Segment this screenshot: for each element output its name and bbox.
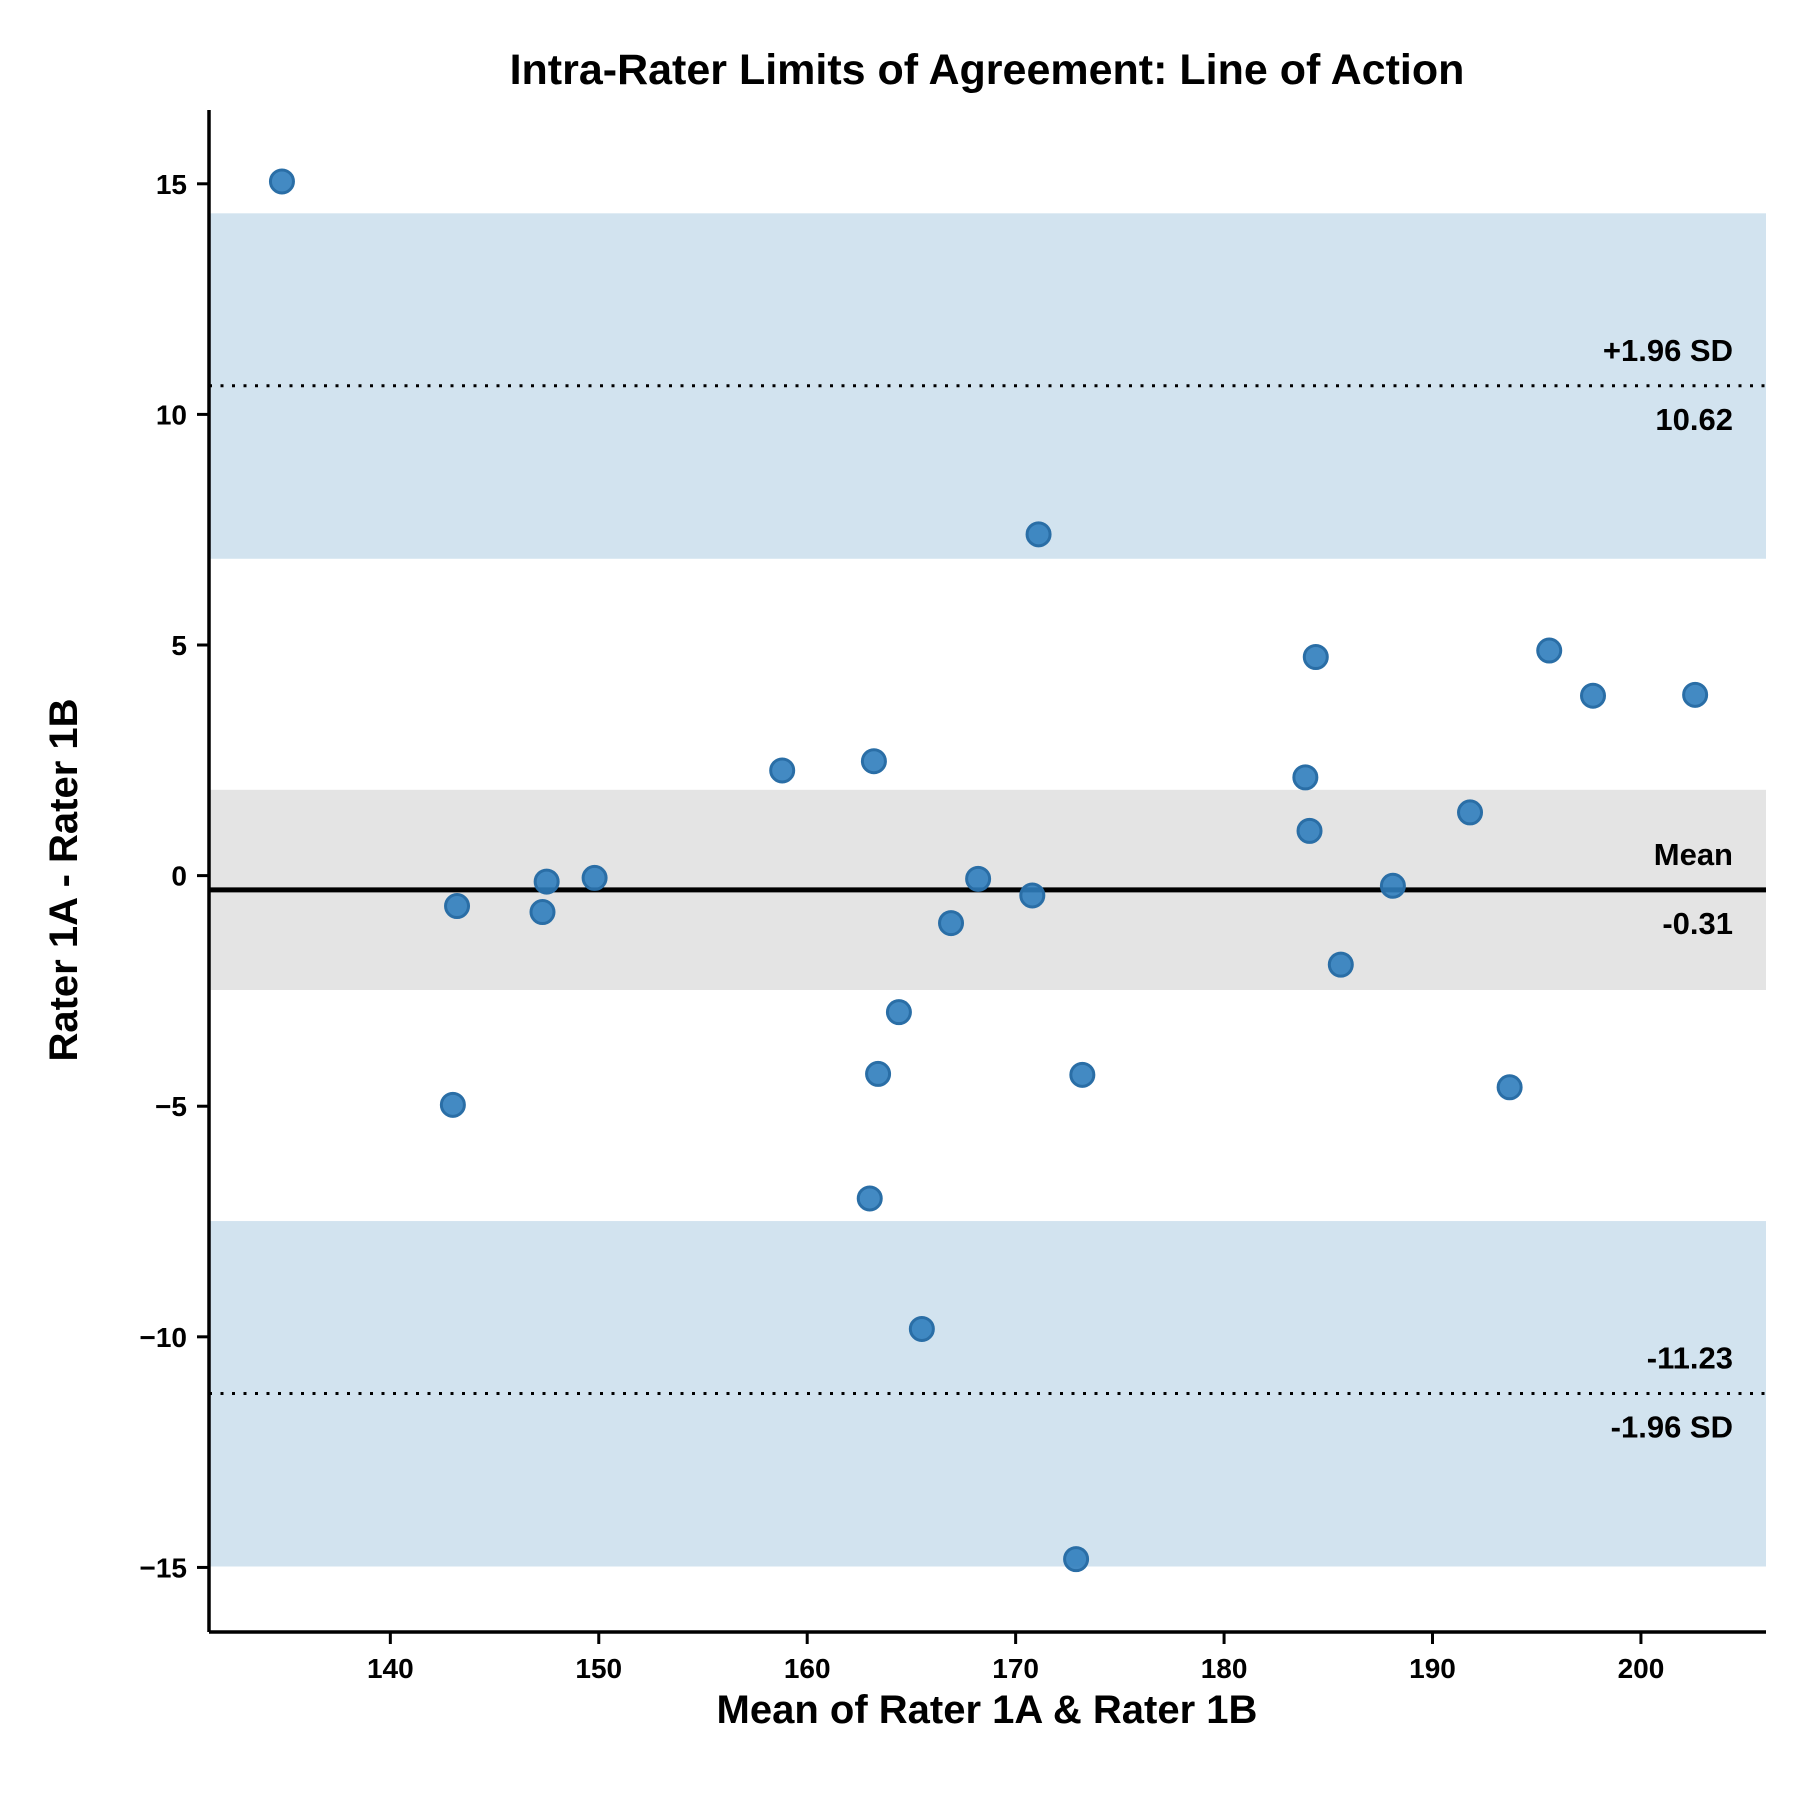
annotations: +1.96 SD 10.62 Mean -0.31 -11.23 -1.96 SD <box>1603 333 1733 1445</box>
data-point-22 <box>1327 951 1354 978</box>
data-point-20 <box>1296 817 1323 844</box>
x-axis-label: Mean of Rater 1A & Rater 1B <box>717 1688 1258 1732</box>
data-point-23 <box>1379 872 1406 899</box>
x-tick-label-180: 180 <box>1201 1653 1248 1684</box>
data-point-8 <box>856 1185 883 1212</box>
data-point-6 <box>581 864 608 891</box>
data-point-14 <box>965 865 992 892</box>
band-upper-loa-ci <box>209 213 1766 559</box>
data-point-15 <box>1019 882 1046 909</box>
band-lower-loa-ci <box>209 1221 1766 1567</box>
data-point-28 <box>1682 681 1709 708</box>
data-point-11 <box>885 999 912 1026</box>
data-point-24 <box>1457 799 1484 826</box>
axes: 140 150 160 170 180 190 200 15 10 5 0 −5 −10 −15 <box>140 110 1766 1684</box>
data-point-26 <box>1536 637 1563 664</box>
data-point-10 <box>865 1060 892 1087</box>
mean-value: -0.31 <box>1662 906 1733 941</box>
data-point-25 <box>1496 1074 1523 1101</box>
data-point-1 <box>268 168 295 195</box>
data-point-9 <box>860 748 887 775</box>
lower-loa-value: -11.23 <box>1647 1341 1733 1376</box>
x-tick-label-140: 140 <box>367 1653 414 1684</box>
x-tick-label-170: 170 <box>992 1653 1039 1684</box>
y-tick-label-5: 5 <box>171 630 187 661</box>
y-tick-label--15: −15 <box>140 1552 188 1583</box>
x-tick-label-190: 190 <box>1409 1653 1456 1684</box>
y-tick-label-15: 15 <box>156 169 187 200</box>
y-tick-label-10: 10 <box>156 399 187 430</box>
x-tick-label-150: 150 <box>575 1653 622 1684</box>
data-point-19 <box>1292 764 1319 791</box>
data-points <box>268 168 1709 1573</box>
data-point-13 <box>938 910 965 937</box>
x-tick-label-200: 200 <box>1618 1653 1665 1684</box>
reference-lines <box>209 384 1766 1396</box>
y-tick-label--10: −10 <box>140 1322 188 1353</box>
data-point-17 <box>1063 1546 1090 1573</box>
data-point-12 <box>908 1315 935 1342</box>
chart-title: Intra-Rater Limits of Agreement: Line of… <box>510 46 1465 94</box>
data-point-16 <box>1025 521 1052 548</box>
data-point-21 <box>1302 643 1329 670</box>
mean-label: Mean <box>1654 837 1733 872</box>
data-point-3 <box>444 893 471 920</box>
data-point-18 <box>1069 1061 1096 1088</box>
y-tick-label-0: 0 <box>171 861 187 892</box>
data-point-27 <box>1580 682 1606 709</box>
upper-loa-value: 10.62 <box>1655 402 1733 437</box>
x-tick-label-160: 160 <box>784 1653 831 1684</box>
lower-loa-label: -1.96 SD <box>1611 1410 1733 1445</box>
y-axis-label: Rater 1A - Rater 1B <box>42 698 86 1061</box>
data-point-4 <box>529 899 556 926</box>
data-point-5 <box>533 868 560 895</box>
data-point-7 <box>769 757 796 784</box>
data-point-2 <box>439 1091 466 1118</box>
y-tick-label--5: −5 <box>155 1091 187 1122</box>
upper-loa-label: +1.96 SD <box>1603 333 1733 368</box>
